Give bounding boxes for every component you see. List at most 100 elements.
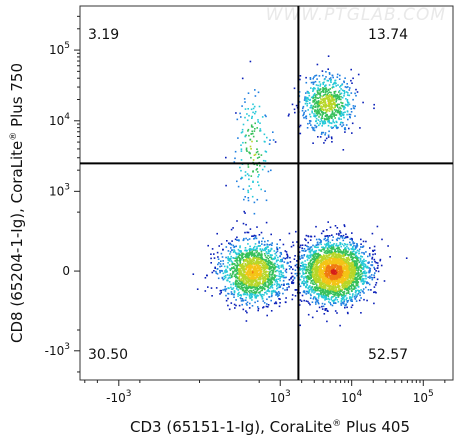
event-dot bbox=[235, 279, 237, 282]
event-dot bbox=[296, 266, 299, 268]
event-dot bbox=[301, 255, 303, 257]
event-dot bbox=[328, 110, 331, 112]
event-dot bbox=[307, 263, 310, 266]
event-dot bbox=[192, 273, 195, 275]
event-dot bbox=[343, 95, 345, 97]
event-dot bbox=[304, 276, 307, 279]
event-dot bbox=[309, 269, 312, 272]
event-dot bbox=[254, 262, 256, 265]
event-dot bbox=[261, 297, 264, 300]
event-dot bbox=[228, 308, 231, 311]
event-dot bbox=[328, 249, 331, 252]
event-dot bbox=[246, 231, 248, 234]
event-dot bbox=[259, 258, 261, 261]
event-dot bbox=[342, 255, 344, 257]
event-dot bbox=[271, 285, 273, 288]
event-dot bbox=[340, 110, 343, 113]
event-dot bbox=[339, 289, 342, 292]
event-dot bbox=[237, 239, 239, 241]
event-dot bbox=[236, 258, 238, 261]
event-dot bbox=[323, 262, 325, 264]
event-dot bbox=[246, 311, 248, 314]
event-dot bbox=[317, 271, 319, 274]
event-dot bbox=[349, 238, 352, 240]
event-dot bbox=[305, 96, 307, 99]
event-dot bbox=[250, 278, 253, 280]
event-dot bbox=[350, 252, 353, 255]
event-dot bbox=[278, 270, 281, 273]
event-dot bbox=[349, 276, 352, 279]
event-dot bbox=[238, 285, 240, 287]
event-dot bbox=[312, 129, 314, 131]
event-dot bbox=[252, 281, 254, 284]
event-dot bbox=[299, 124, 302, 127]
event-dot bbox=[262, 306, 265, 308]
event-dot bbox=[327, 88, 330, 91]
event-dot bbox=[346, 271, 349, 273]
event-dot bbox=[235, 299, 237, 301]
event-dot bbox=[305, 81, 308, 84]
event-dot bbox=[300, 265, 303, 267]
event-dot bbox=[355, 269, 357, 271]
event-dot bbox=[261, 275, 264, 277]
event-dot bbox=[254, 283, 256, 286]
event-dot bbox=[289, 261, 292, 263]
event-dot bbox=[348, 286, 350, 288]
event-dot bbox=[311, 268, 313, 271]
event-dot bbox=[338, 78, 341, 80]
event-dot bbox=[347, 86, 349, 88]
event-dot bbox=[298, 304, 301, 306]
event-dot bbox=[225, 268, 227, 271]
event-dot bbox=[345, 280, 347, 282]
event-dot bbox=[322, 113, 324, 115]
event-dot bbox=[336, 97, 339, 100]
event-dot bbox=[341, 298, 343, 301]
event-dot bbox=[251, 265, 254, 267]
event-dot bbox=[276, 263, 279, 266]
event-dot bbox=[244, 249, 247, 251]
event-dot bbox=[327, 134, 330, 137]
event-dot bbox=[282, 274, 285, 277]
event-dot bbox=[293, 276, 296, 279]
event-dot bbox=[260, 251, 263, 253]
event-dot bbox=[241, 282, 244, 284]
event-dot bbox=[369, 269, 371, 271]
event-dot bbox=[321, 111, 323, 113]
event-dot bbox=[254, 296, 257, 299]
event-dot bbox=[342, 234, 345, 237]
event-dot bbox=[238, 250, 241, 252]
event-dot bbox=[345, 268, 347, 271]
event-dot bbox=[332, 300, 335, 303]
event-dot bbox=[347, 292, 350, 294]
event-dot bbox=[326, 79, 329, 82]
event-dot bbox=[354, 266, 356, 268]
event-dot bbox=[333, 285, 335, 287]
event-dot bbox=[323, 248, 325, 251]
event-dot bbox=[231, 267, 233, 270]
event-dot bbox=[344, 258, 347, 261]
event-dot bbox=[251, 279, 253, 281]
event-dot bbox=[304, 263, 306, 266]
event-dot bbox=[304, 110, 307, 112]
event-dot bbox=[346, 258, 348, 260]
event-dot bbox=[287, 262, 289, 264]
event-dot bbox=[269, 280, 271, 282]
event-dot bbox=[327, 101, 330, 104]
event-dot bbox=[319, 114, 322, 116]
event-dot bbox=[310, 263, 313, 265]
event-dot bbox=[261, 240, 263, 243]
event-dot bbox=[325, 137, 328, 140]
event-dot bbox=[328, 102, 330, 105]
event-dot bbox=[240, 256, 243, 258]
event-dot bbox=[313, 268, 316, 270]
event-dot bbox=[304, 281, 306, 283]
event-dot bbox=[383, 280, 386, 282]
event-dot bbox=[332, 282, 334, 285]
event-dot bbox=[324, 247, 326, 249]
event-dot bbox=[301, 280, 304, 283]
event-dot bbox=[339, 230, 341, 232]
event-dot bbox=[314, 97, 317, 99]
event-dot bbox=[238, 271, 240, 273]
event-dot bbox=[321, 256, 324, 258]
event-dot bbox=[229, 269, 232, 271]
